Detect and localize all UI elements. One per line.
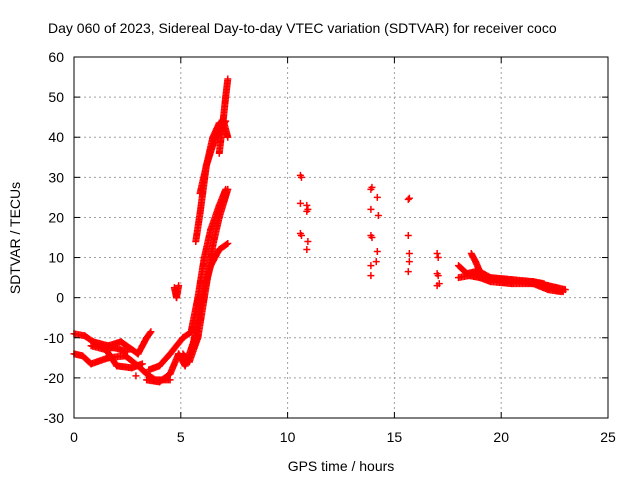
data-point (374, 211, 382, 219)
data-point (373, 248, 381, 256)
x-tick-label: 0 (70, 429, 78, 445)
y-tick-label: 60 (48, 49, 64, 65)
data-point (433, 250, 441, 258)
y-tick-label: -10 (44, 330, 64, 346)
data-point (146, 329, 154, 337)
data-point (175, 282, 183, 290)
data-point (367, 272, 375, 280)
data-point (434, 272, 442, 280)
x-tick-label: 20 (493, 429, 509, 445)
y-tick-label: -20 (44, 370, 64, 386)
y-tick-label: 0 (56, 290, 64, 306)
data-point (405, 194, 413, 202)
data-point (297, 231, 305, 239)
plot-frame (73, 56, 609, 419)
x-tick-label: 25 (600, 429, 616, 445)
data-point (138, 360, 146, 368)
y-tick-label: 40 (48, 129, 64, 145)
data-point (367, 262, 375, 270)
data-marks (70, 75, 569, 386)
data-point (303, 201, 311, 209)
y-tick-label: 50 (48, 89, 64, 105)
data-point (404, 195, 412, 203)
data-point (303, 246, 311, 254)
x-tick-label: 15 (387, 429, 403, 445)
data-point (224, 240, 232, 248)
x-axis-label: GPS time / hours (288, 458, 395, 474)
data-point (224, 133, 232, 141)
y-tick-label: 20 (48, 209, 64, 225)
grid-lines (74, 57, 608, 418)
data-point (368, 234, 376, 241)
data-point (303, 207, 311, 215)
data-point (405, 250, 413, 258)
data-point (367, 205, 375, 213)
data-point (123, 348, 131, 356)
data-point (368, 183, 376, 191)
data-point (296, 199, 304, 207)
data-point (223, 240, 231, 248)
data-point (373, 193, 381, 201)
y-tick-label: 30 (48, 169, 64, 185)
data-point (435, 280, 443, 288)
y-axis-label: SDTVAR / TECUs (7, 182, 23, 294)
data-point (404, 268, 412, 276)
y-tick-label: -30 (44, 410, 64, 426)
data-point (147, 328, 155, 336)
data-point (405, 258, 413, 266)
data-point (434, 254, 442, 262)
data-point (166, 376, 174, 384)
data-point (224, 75, 232, 83)
data-point (222, 185, 230, 193)
data-point (404, 231, 412, 239)
chart-title: Day 060 of 2023, Sidereal Day-to-day VTE… (48, 20, 557, 36)
data-point (132, 372, 140, 380)
y-tick-label: 10 (48, 250, 64, 266)
data-point (372, 258, 380, 266)
data-point (297, 173, 305, 181)
axis-ticks: 0 5 10 15 20 25 -30 -20 -10 0 10 20 30 40 50 60 (44, 49, 616, 445)
data-point (561, 286, 569, 294)
x-tick-label: 10 (280, 429, 296, 445)
data-point (304, 238, 312, 246)
x-tick-label: 5 (177, 429, 185, 445)
data-point (173, 288, 181, 296)
